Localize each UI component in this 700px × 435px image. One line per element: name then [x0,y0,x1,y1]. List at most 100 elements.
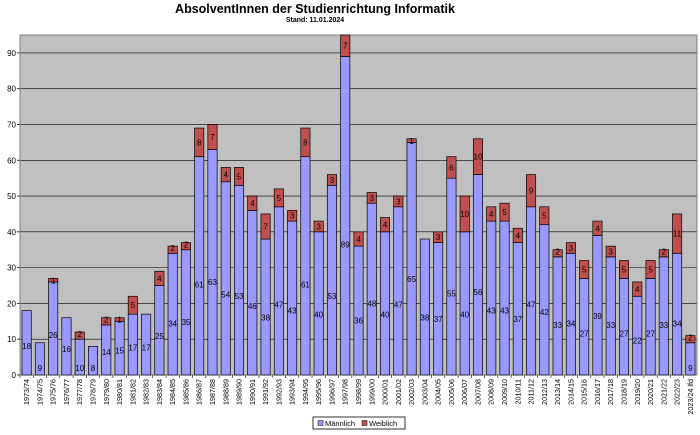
data-label-maennlich: 33 [659,321,668,330]
data-label-weiblich: 5 [277,194,282,203]
bar-maennlich [592,235,603,376]
data-label-maennlich: 63 [208,278,217,287]
data-label-weiblich: 5 [582,265,587,274]
bar-maennlich [326,184,337,376]
data-label-weiblich: 2 [688,334,693,343]
x-tick-label: 2002/03 [407,379,416,405]
y-tick-label: 10 [7,335,16,344]
data-label-maennlich: 37 [513,315,522,324]
bar-maennlich [88,346,99,376]
bar-maennlich [393,206,404,376]
bar-maennlich [207,149,218,376]
x-tick-label: 1974/75 [35,379,44,405]
data-label-maennlich: 25 [155,332,164,341]
data-label-weiblich: 4 [635,285,640,294]
x-tick-label: 1977/78 [75,379,84,405]
chart-title: AbsolventInnen der Studienrichtung Infor… [175,2,455,16]
data-label-maennlich: 36 [354,316,363,325]
data-label-maennlich: 38 [420,314,429,323]
bar-weiblich [605,245,616,258]
bar-maennlich [340,56,351,376]
x-tick-label: 2016/17 [593,379,602,405]
data-label-maennlich: 46 [248,302,257,311]
bar-weiblich [220,167,231,183]
data-label-maennlich: 54 [221,291,230,300]
x-tick-label: 2005/06 [447,379,456,405]
bar-weiblich [353,231,364,247]
data-label-weiblich: 3 [316,222,321,231]
data-label-maennlich: 34 [673,319,682,328]
x-tick-label: 2008/09 [487,379,496,405]
data-label-maennlich: 40 [314,311,323,320]
bar-weiblich [154,270,165,286]
data-label-maennlich: 17 [142,344,151,353]
data-label-maennlich: 39 [593,312,602,321]
x-tick-label: 1993/94 [288,379,297,405]
data-label-weiblich: 4 [224,171,229,180]
bar-maennlich [433,242,444,376]
bar-maennlich [247,210,258,376]
data-label-weiblich: 8 [303,138,308,147]
bar-maennlich [565,252,576,376]
bar-maennlich [260,238,271,376]
y-tick-label: 90 [7,49,16,58]
x-tick-label: 2006/07 [460,379,469,405]
bar-maennlich [618,278,629,376]
data-label-weiblich: 5 [648,265,653,274]
data-label-maennlich: 8 [91,364,96,373]
x-tick-label: 2013/14 [553,379,562,405]
data-label-maennlich: 17 [128,344,137,353]
data-label-maennlich: 53 [235,292,244,301]
data-label-weiblich: 4 [250,199,255,208]
x-tick-label: 1973/74 [22,379,31,405]
bar-weiblich [685,335,696,344]
data-label-weiblich: 3 [370,194,375,203]
bar-weiblich [380,217,391,233]
bar-maennlich [141,313,152,376]
bar-weiblich [194,127,205,158]
bar-weiblich [287,210,298,222]
bar-maennlich [446,177,457,376]
x-tick-label: 1984/85 [168,379,177,405]
data-label-maennlich: 43 [500,306,509,315]
data-label-weiblich: 7 [343,42,348,51]
data-label-maennlich: 37 [434,315,443,324]
bar-maennlich [406,142,417,376]
x-tick-label: 2011/12 [527,379,536,404]
y-tick-label: 60 [7,156,16,165]
x-tick-label: 1995/96 [314,379,323,405]
bar-weiblich [273,188,284,208]
bar-weiblich [618,260,629,279]
bar-maennlich [300,156,311,376]
legend: Männlich Weiblich [312,416,406,430]
data-label-weiblich: 3 [569,244,574,253]
data-label-weiblich: 3 [436,233,441,242]
data-label-maennlich: 33 [606,321,615,330]
data-label-maennlich: 27 [580,329,589,338]
x-tick-label: 2003/04 [420,379,429,405]
x-tick-label: 1980/81 [115,379,124,405]
bar-maennlich [672,252,683,376]
x-tick-label: 1990/91 [248,379,257,405]
bar-weiblich [74,331,85,340]
data-label-weiblich: 4 [157,274,162,283]
x-tick-label: 2000/01 [381,379,390,405]
data-label-weiblich: 4 [595,224,600,233]
bar-maennlich [366,202,377,376]
bar-weiblich [459,195,470,233]
bar-weiblich [446,156,457,179]
bar-weiblich [433,231,444,243]
x-tick-label: 1989/90 [235,379,244,405]
data-label-weiblich: 5 [542,212,547,221]
bar-weiblich [658,249,669,258]
data-label-maennlich: 9 [38,364,43,373]
legend-swatch-weiblich [361,420,368,426]
bar-maennlich [21,310,32,376]
data-label-weiblich: 3 [608,248,613,257]
data-label-maennlich: 34 [168,319,177,328]
x-tick-label: 1976/77 [62,379,71,405]
bar-maennlich [499,220,510,376]
bar-weiblich [539,206,550,226]
bar-weiblich [313,220,324,233]
data-label-weiblich: 3 [330,176,335,185]
